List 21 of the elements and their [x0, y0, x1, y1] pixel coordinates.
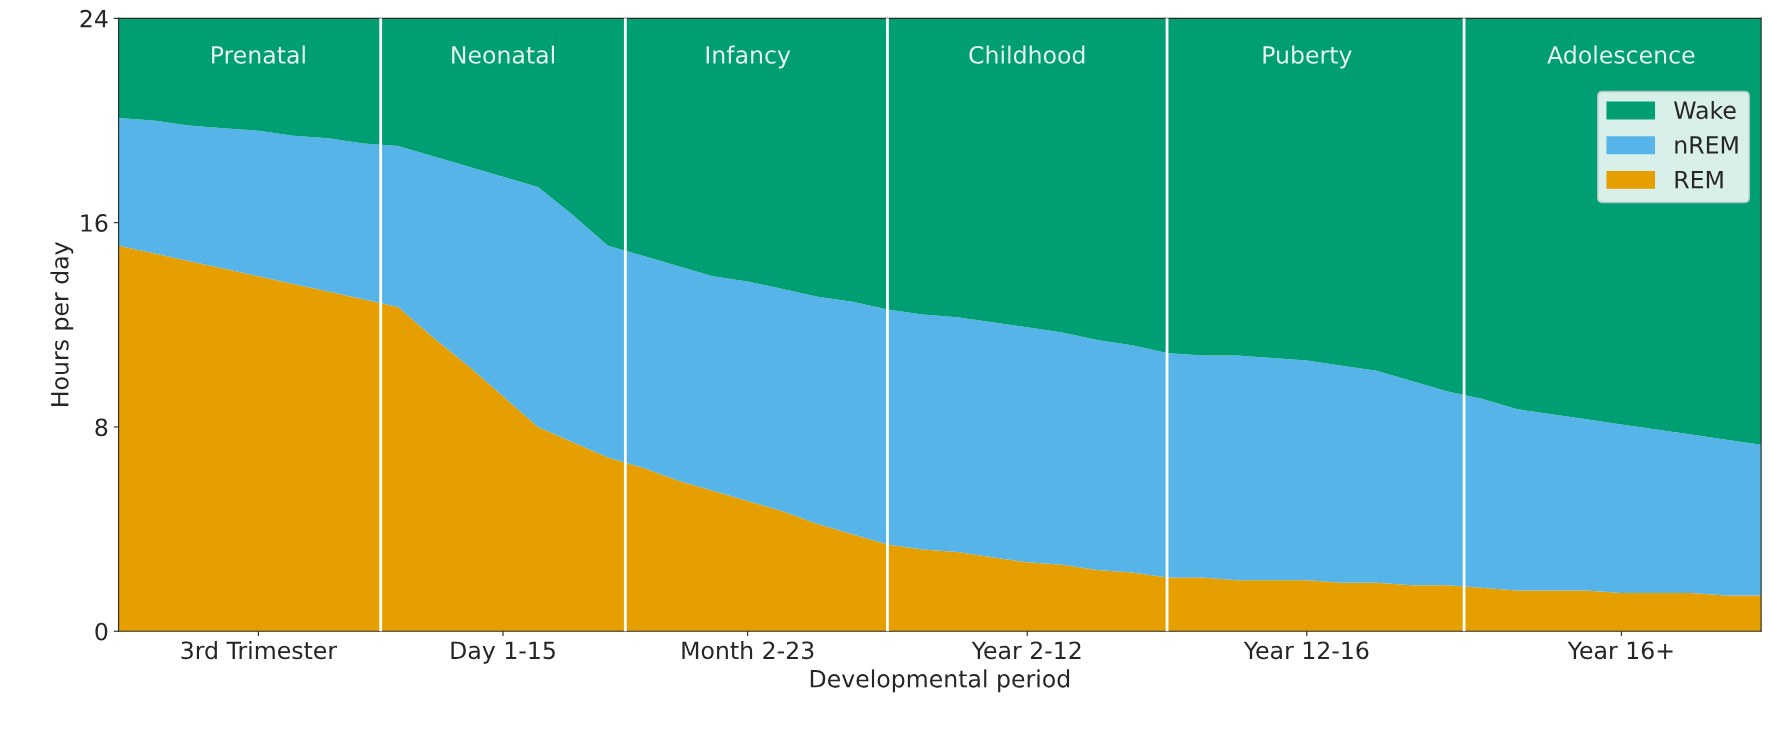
- annotation: Neonatal: [452, 45, 554, 64]
- annotation: Adolescence: [1547, 45, 1695, 64]
- y-tick-label: 24: [80, 9, 108, 28]
- y-tick-label: 0: [95, 622, 108, 641]
- x-axis-title: Developmental period: [810, 669, 1070, 693]
- x-tick-label: 3rd Trimester: [181, 640, 338, 660]
- legend-label: REM: [1675, 170, 1723, 189]
- annotation: Prenatal: [212, 45, 305, 64]
- x-tick-label: Year 16+: [1567, 641, 1673, 660]
- x-tick-label: Day 1-15: [451, 641, 555, 664]
- annotation: Infancy: [706, 45, 791, 69]
- x-tick-label: Year 12-16: [1243, 641, 1369, 660]
- y-tick-label: 8: [95, 418, 108, 437]
- legend-label: nREM: [1675, 136, 1738, 154]
- legend-label: Wake: [1674, 100, 1736, 120]
- annotation: Puberty: [1263, 45, 1352, 69]
- x-tick-label: Year 2-12: [971, 641, 1081, 660]
- x-tick-label: Month 2-23: [682, 640, 814, 660]
- y-axis-title: Hours per day: [50, 242, 74, 406]
- annotation: Childhood: [969, 45, 1085, 64]
- y-tick-label: 16: [81, 214, 108, 232]
